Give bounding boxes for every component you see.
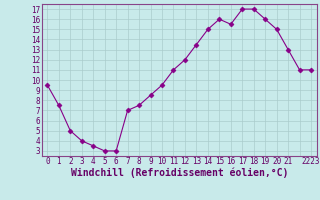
X-axis label: Windchill (Refroidissement éolien,°C): Windchill (Refroidissement éolien,°C): [70, 168, 288, 178]
